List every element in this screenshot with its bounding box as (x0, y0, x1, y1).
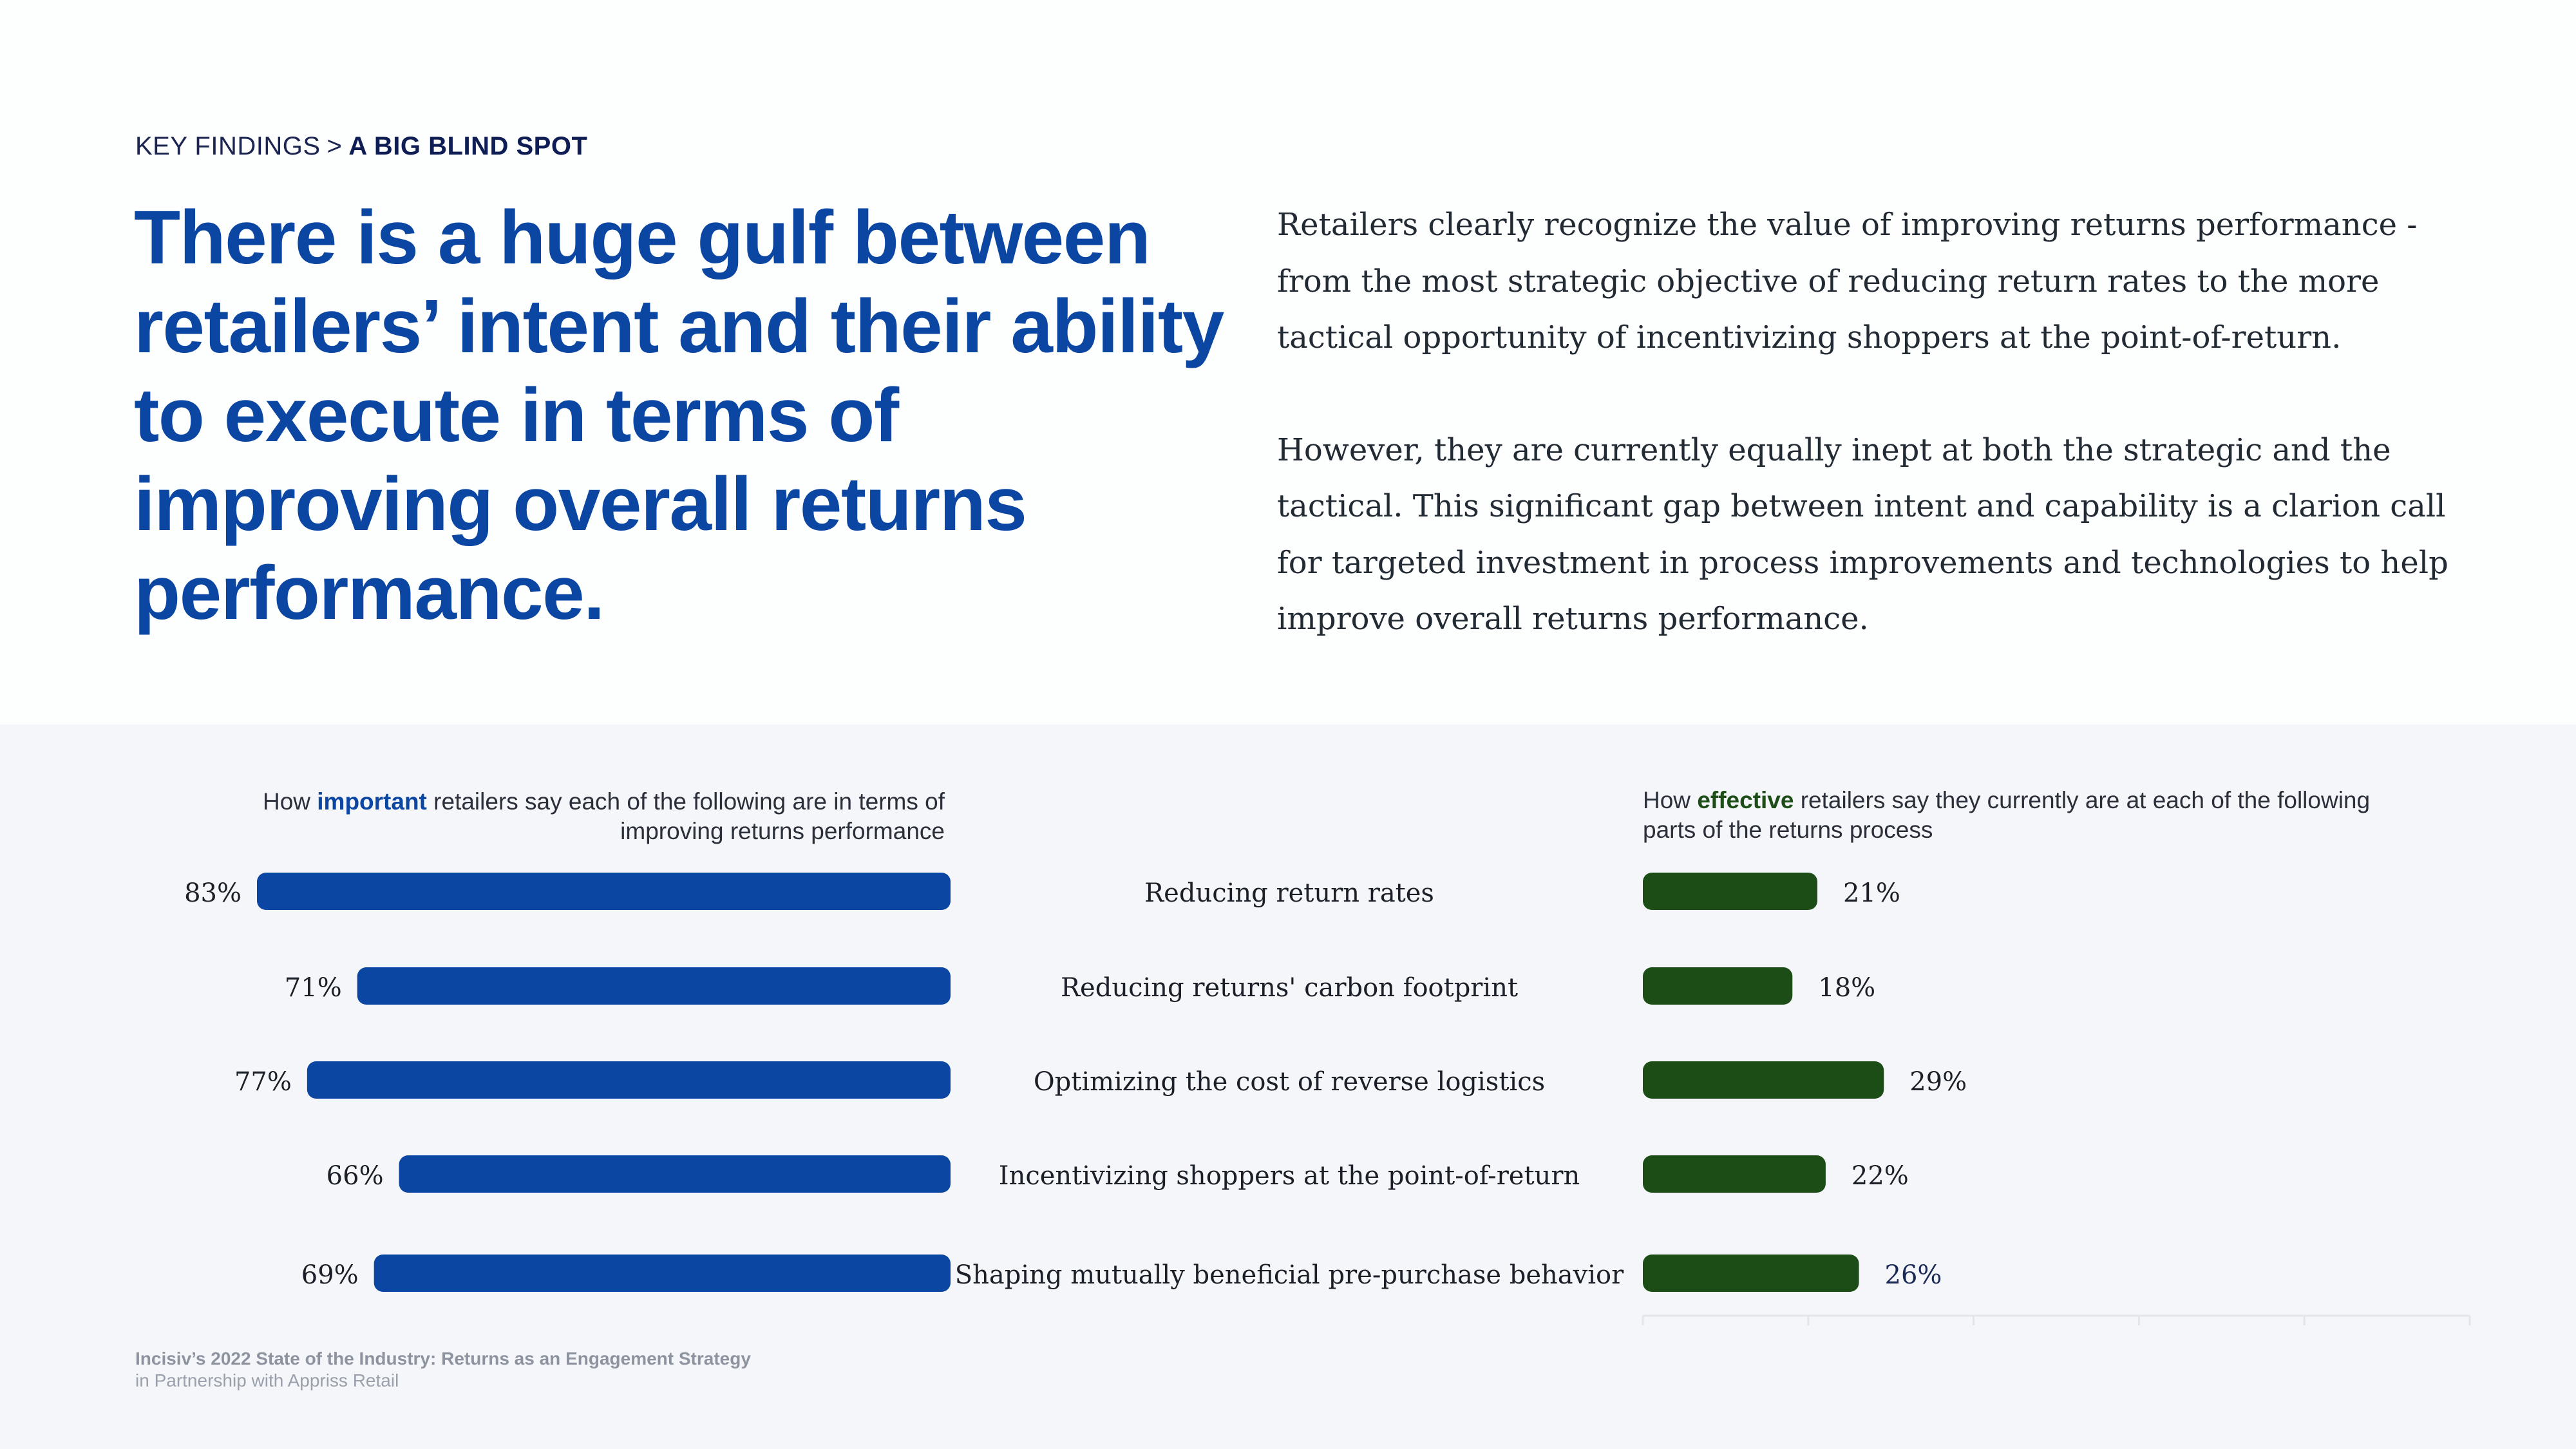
breadcrumb-separator: > (327, 132, 343, 160)
importance-value-label: 71% (285, 973, 342, 1003)
category-label: Optimizing the cost of reverse logistics (1034, 1067, 1545, 1097)
effectiveness-bar[interactable] (1643, 1255, 1859, 1292)
effectiveness-value-label: 18% (1818, 973, 1875, 1003)
importance-title-emphasis: important (317, 788, 427, 815)
page-title: There is a huge gulf between retailers’ … (134, 195, 1224, 636)
importance-bar[interactable] (357, 967, 951, 1005)
category-label: Incentivizing shoppers at the point-of-r… (999, 1161, 1580, 1191)
importance-title-suffix: retailers say each of the following are … (426, 788, 945, 844)
importance-value-label: 77% (234, 1067, 292, 1097)
intro-paragraph-2: However, they are currently equally inep… (1277, 431, 2448, 638)
effectiveness-title-prefix: How (1643, 787, 1698, 813)
intro-paragraph-1: Retailers clearly recognize the value of… (1277, 207, 2418, 355)
effectiveness-value-label: 26% (1885, 1260, 1942, 1290)
effectiveness-bar[interactable] (1643, 1155, 1826, 1193)
importance-bar[interactable] (374, 1255, 951, 1292)
category-label: Shaping mutually beneficial pre-purchase… (955, 1260, 1624, 1290)
importance-chart-title: How important retailers say each of the … (172, 787, 945, 846)
category-label: Reducing return rates (1144, 878, 1434, 908)
importance-value-label: 83% (184, 878, 242, 908)
effectiveness-chart-title: How effective retailers say they current… (1643, 786, 2416, 845)
effectiveness-value-label: 21% (1843, 878, 1900, 908)
source-footer: Incisiv’s 2022 State of the Industry: Re… (135, 1348, 751, 1392)
breadcrumb: KEY FINDINGS > A BIG BLIND SPOT (135, 132, 587, 161)
category-label: Reducing returns' carbon footprint (1061, 973, 1518, 1003)
importance-bar[interactable] (307, 1061, 951, 1099)
importance-value-label: 69% (301, 1260, 359, 1290)
importance-title-prefix: How (262, 788, 317, 815)
effectiveness-title-emphasis: effective (1697, 787, 1794, 813)
importance-value-label: 66% (327, 1161, 384, 1191)
importance-bar[interactable] (399, 1155, 951, 1193)
effectiveness-bar[interactable] (1643, 873, 1817, 910)
header-section (0, 0, 2576, 724)
effectiveness-title-suffix: retailers say they currently are at each… (1643, 787, 2371, 843)
intro-text: Retailers clearly recognize the value of… (1277, 197, 2475, 704)
effectiveness-value-label: 29% (1909, 1067, 1967, 1097)
source-partner: in Partnership with Appriss Retail (135, 1370, 399, 1390)
effectiveness-bar[interactable] (1643, 1061, 1884, 1099)
source-title: Incisiv’s 2022 State of the Industry: Re… (135, 1349, 751, 1368)
breadcrumb-current: A BIG BLIND SPOT (348, 132, 588, 160)
breadcrumb-section[interactable]: KEY FINDINGS (135, 132, 321, 160)
importance-bar[interactable] (257, 873, 951, 910)
effectiveness-value-label: 22% (1852, 1161, 1909, 1191)
effectiveness-bar[interactable] (1643, 967, 1793, 1005)
